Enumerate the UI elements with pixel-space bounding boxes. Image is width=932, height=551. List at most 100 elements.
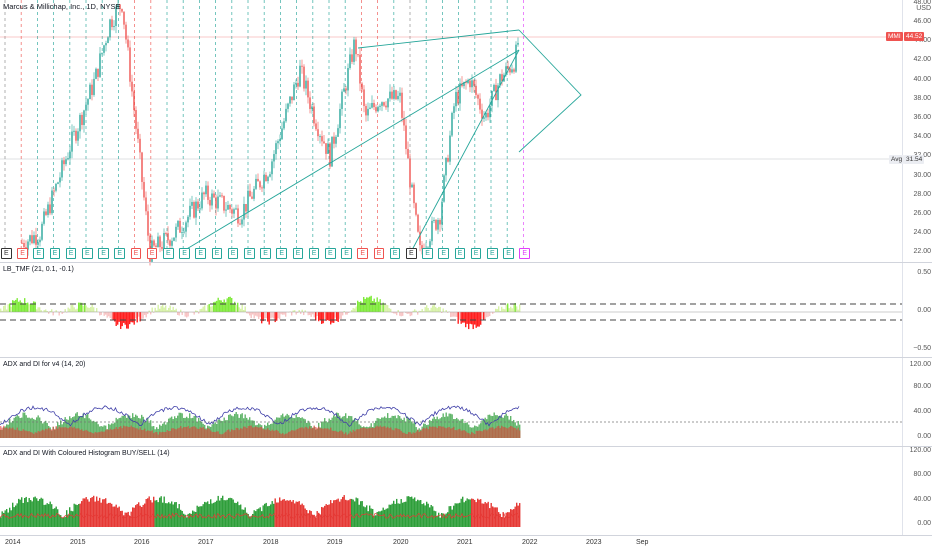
adx-di-minus-bar xyxy=(260,427,261,438)
candle-body xyxy=(437,220,438,230)
tmf-bar xyxy=(498,306,499,312)
earnings-badge[interactable]: E xyxy=(228,248,239,259)
earnings-badge[interactable]: E xyxy=(390,248,401,259)
adx-di-minus-bar xyxy=(285,434,286,438)
adx-histogram-bar xyxy=(434,511,435,527)
earnings-badge[interactable]: E xyxy=(195,248,206,259)
tmf-pane[interactable]: LB_TMF (21, 0.1, -0.1) 0.50 0.00 −0.50 xyxy=(0,263,932,357)
earnings-badge[interactable]: E xyxy=(309,248,320,259)
earnings-badge[interactable]: E xyxy=(82,248,93,259)
adx-histogram-pane[interactable]: ADX and DI With Coloured Histogram BUY/S… xyxy=(0,447,932,535)
adx-histogram-bar xyxy=(153,497,154,527)
adx-di-minus-bar xyxy=(456,430,457,438)
adx-histogram-bar xyxy=(122,511,123,527)
tmf-bar xyxy=(209,304,210,312)
price-pane[interactable]: Marcus & Millichap, Inc., 1D, NYSE USD 4… xyxy=(0,0,932,262)
time-axis[interactable]: 2014 2015 2016 2017 2018 2019 2020 2021 … xyxy=(0,535,932,551)
adx-di-minus-bar xyxy=(170,431,171,438)
adx-di-minus-bar xyxy=(254,427,255,438)
tmf-bar xyxy=(93,307,94,312)
adx-di-minus-bar xyxy=(129,427,130,438)
earnings-badge[interactable]: E xyxy=(438,248,449,259)
earnings-badge[interactable]: E xyxy=(66,248,77,259)
earnings-badge[interactable]: E xyxy=(212,248,223,259)
adx-histogram-bar xyxy=(360,501,361,527)
adx-di-minus-bar xyxy=(341,430,342,438)
adx-di-minus-bar xyxy=(29,431,30,438)
earnings-badge[interactable]: E xyxy=(422,248,433,259)
candle-body xyxy=(445,158,446,175)
candle-body xyxy=(515,45,516,72)
adx-histogram-bar xyxy=(390,505,391,527)
earnings-badge[interactable]: E xyxy=(147,248,158,259)
earnings-badge[interactable]: E xyxy=(98,248,109,259)
adx-di-minus-bar xyxy=(333,431,334,438)
adx-histogram-bar xyxy=(273,504,274,527)
adx-di-minus-bar xyxy=(243,427,244,438)
adx-di-minus-bar xyxy=(123,426,124,438)
candle-body xyxy=(143,182,144,197)
candle-body xyxy=(411,185,412,188)
adx-histogram-bar xyxy=(42,499,43,527)
earnings-badge[interactable]: E xyxy=(114,248,125,259)
earnings-badge[interactable]: E xyxy=(503,248,514,259)
adx-di-minus-bar xyxy=(174,429,175,438)
candle-body xyxy=(469,81,470,88)
earnings-badge[interactable]: E xyxy=(163,248,174,259)
earnings-badge[interactable]: E xyxy=(50,248,61,259)
adx-di-minus-bar xyxy=(269,430,270,438)
candle-body xyxy=(97,69,98,77)
adx-histogram-bar xyxy=(365,507,366,527)
earnings-badge[interactable]: E xyxy=(179,248,190,259)
earnings-badge[interactable]: E xyxy=(406,248,417,259)
adx-di-minus-bar xyxy=(371,428,372,438)
adx-di-pane[interactable]: ADX and DI for v4 (14, 20) 120.00 80.00 … xyxy=(0,358,932,446)
adx-di-minus-bar xyxy=(141,430,142,438)
adx-di-minus-bar xyxy=(458,429,459,438)
adx-histogram-chart xyxy=(0,447,902,535)
candle-body xyxy=(435,220,436,230)
candle-body xyxy=(141,152,142,182)
adx-di-minus-bar xyxy=(126,426,127,438)
earnings-badge[interactable]: E xyxy=(519,248,530,259)
adx-di-minus-bar xyxy=(218,431,219,438)
price-chart[interactable] xyxy=(0,0,902,262)
adx-histogram-bar xyxy=(11,510,12,527)
candle-body xyxy=(251,197,252,199)
adx-di-minus-bar xyxy=(378,427,379,438)
earnings-badge[interactable]: E xyxy=(131,248,142,259)
adx-di-minus-bar xyxy=(135,428,136,438)
tmf-bar xyxy=(65,309,66,312)
earnings-badge[interactable]: E xyxy=(325,248,336,259)
earnings-badge[interactable]: E xyxy=(1,248,12,259)
earnings-badge[interactable]: E xyxy=(293,248,304,259)
earnings-badge[interactable]: E xyxy=(455,248,466,259)
candle-body xyxy=(297,83,298,87)
earnings-badge[interactable]: E xyxy=(487,248,498,259)
adx-di-minus-bar xyxy=(320,428,321,438)
tmf-bar xyxy=(203,307,204,312)
adx-di-minus-bar xyxy=(116,427,117,438)
adx-di-minus-bar xyxy=(164,432,165,438)
earnings-badge[interactable]: E xyxy=(260,248,271,259)
earnings-badge[interactable]: E xyxy=(471,248,482,259)
adx-histogram-bar xyxy=(254,510,255,527)
candle-body xyxy=(343,88,344,91)
earnings-badge[interactable]: E xyxy=(341,248,352,259)
earnings-badge[interactable]: E xyxy=(244,248,255,259)
tmf-bar xyxy=(126,312,127,329)
earnings-badge[interactable]: E xyxy=(374,248,385,259)
candle-body xyxy=(381,102,382,106)
adx-di-minus-bar xyxy=(477,431,478,438)
tmf-bar xyxy=(504,309,505,312)
tmf-bar xyxy=(330,312,331,324)
earnings-badge[interactable]: E xyxy=(276,248,287,259)
adx-di-minus-bar xyxy=(68,428,69,438)
earnings-badge[interactable]: E xyxy=(17,248,28,259)
candle-body xyxy=(63,160,64,164)
tmf-bar xyxy=(426,305,427,312)
earnings-badge[interactable]: E xyxy=(357,248,368,259)
tmf-bar xyxy=(489,312,490,316)
earnings-badge[interactable]: E xyxy=(33,248,44,259)
adx-di-minus-bar xyxy=(18,430,19,438)
